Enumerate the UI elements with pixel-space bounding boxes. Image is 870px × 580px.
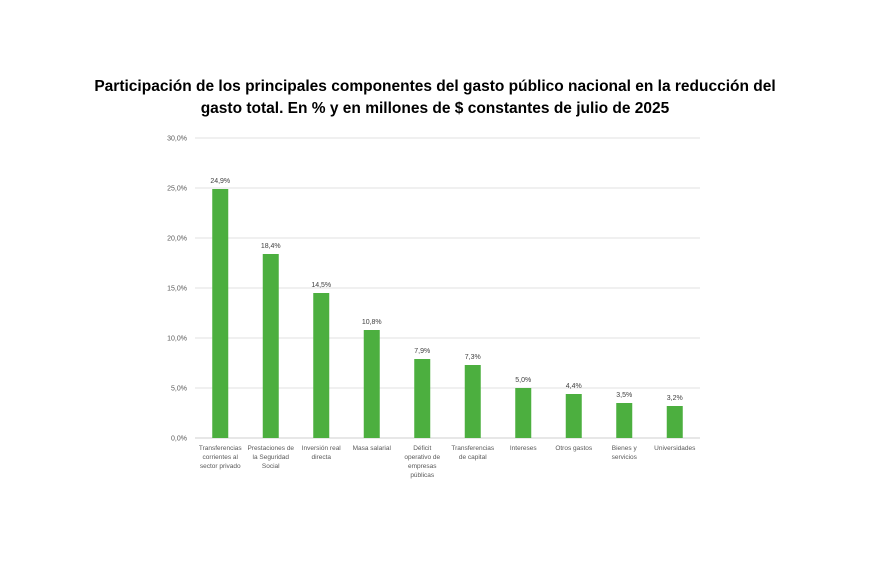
category-label: Déficit: [413, 445, 431, 452]
category-label: operativo de: [404, 454, 440, 461]
data-label: 18,4%: [261, 243, 281, 250]
data-label: 7,9%: [414, 348, 430, 355]
bar: [616, 403, 633, 438]
y-tick-label: 10,0%: [167, 336, 187, 343]
chart-title: Participación de los principales compone…: [60, 76, 810, 120]
y-tick-label: 0,0%: [171, 436, 187, 443]
data-label: 10,8%: [362, 319, 382, 326]
category-label: Transferencias: [451, 445, 494, 452]
data-label: 7,3%: [465, 354, 481, 361]
y-tick-label: 15,0%: [167, 286, 187, 293]
data-label: 24,9%: [210, 178, 230, 185]
category-label: Bienes y: [612, 445, 638, 452]
category-label: la Seguridad: [253, 454, 290, 461]
category-label: Transferencias: [199, 445, 242, 452]
bar: [313, 293, 330, 438]
chart-title-line-1: Participación de los principales compone…: [94, 78, 776, 95]
category-label: públicas: [410, 472, 435, 479]
category-label: Inversión real: [302, 445, 342, 452]
category-label: empresas: [408, 463, 437, 470]
bar: [363, 330, 380, 438]
y-tick-label: 25,0%: [167, 186, 187, 193]
category-label: directa: [311, 454, 331, 461]
bar: [464, 365, 481, 438]
bar: [414, 359, 431, 438]
y-tick-label: 20,0%: [167, 236, 187, 243]
data-label: 14,5%: [311, 282, 331, 289]
bar: [212, 189, 229, 438]
category-label: Universidades: [654, 445, 696, 452]
data-label: 3,5%: [616, 392, 632, 399]
bar: [262, 254, 279, 438]
data-label: 4,4%: [566, 383, 582, 390]
category-label: corrientes al: [203, 454, 239, 461]
bar: [666, 406, 683, 438]
category-label: sector privado: [200, 463, 241, 470]
category-label: de capital: [459, 454, 487, 461]
category-label: Prestaciones de: [247, 445, 294, 452]
category-label: Social: [262, 463, 280, 470]
category-label: servicios: [612, 454, 638, 461]
category-label: Otros gastos: [555, 445, 593, 452]
bar: [565, 394, 582, 438]
data-label: 3,2%: [667, 395, 683, 402]
category-label: Masa salarial: [353, 445, 392, 452]
y-tick-label: 30,0%: [167, 136, 187, 143]
y-tick-label: 5,0%: [171, 386, 187, 393]
category-label: Intereses: [510, 445, 537, 452]
bar: [515, 388, 532, 438]
data-label: 5,0%: [515, 377, 531, 384]
chart-title-line-2: gasto total. En % y en millones de $ con…: [200, 100, 670, 117]
